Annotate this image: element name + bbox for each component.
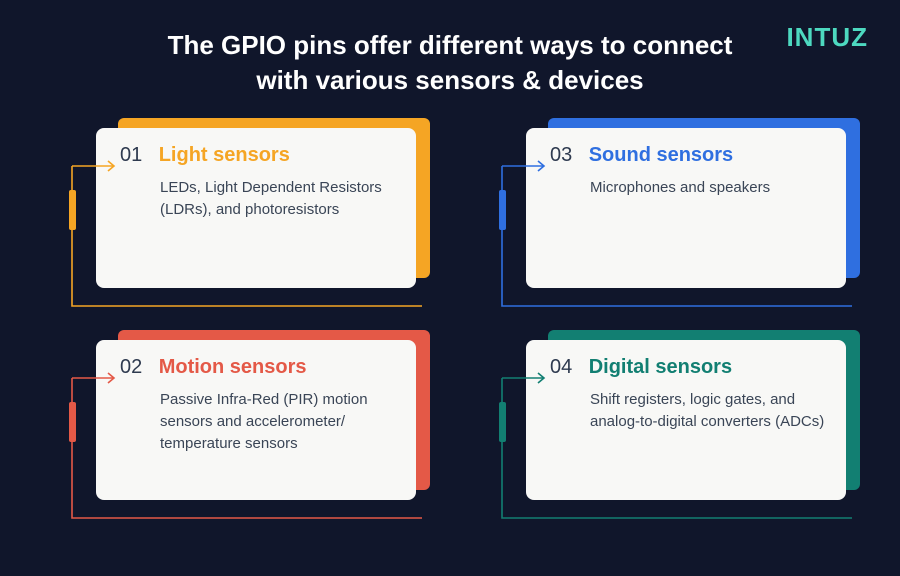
card-description: LEDs, Light Dependent Resistors (LDRs), … [160,177,398,221]
card-body: 04 Digital sensors Shift registers, logi… [526,340,846,500]
card-light-sensors: 01 Light sensors LEDs, Light Dependent R… [80,128,418,288]
card-heading: Sound sensors [589,144,733,167]
card-motion-sensors: 02 Motion sensors Passive Infra-Red (PIR… [80,340,418,500]
card-heading: Light sensors [159,144,290,167]
card-sound-sensors: 03 Sound sensors Microphones and speaker… [510,128,848,288]
card-number: 01 [120,144,142,167]
card-description: Microphones and speakers [590,177,828,199]
card-number: 03 [550,144,572,167]
brand-logo: INTUZ [786,22,868,53]
card-body: 03 Sound sensors Microphones and speaker… [526,128,846,288]
card-description: Shift registers, logic gates, and analog… [590,389,828,433]
accent-tab [69,402,76,442]
accent-tab [499,190,506,230]
card-number: 04 [550,356,572,379]
card-number: 02 [120,356,142,379]
card-digital-sensors: 04 Digital sensors Shift registers, logi… [510,340,848,500]
card-body: 02 Motion sensors Passive Infra-Red (PIR… [96,340,416,500]
card-heading: Digital sensors [589,356,732,379]
accent-tab [499,402,506,442]
page-title: The GPIO pins offer different ways to co… [140,28,760,98]
cards-grid: 01 Light sensors LEDs, Light Dependent R… [80,128,848,500]
card-body: 01 Light sensors LEDs, Light Dependent R… [96,128,416,288]
card-heading: Motion sensors [159,356,307,379]
card-description: Passive Infra-Red (PIR) motion sensors a… [160,389,398,454]
accent-tab [69,190,76,230]
